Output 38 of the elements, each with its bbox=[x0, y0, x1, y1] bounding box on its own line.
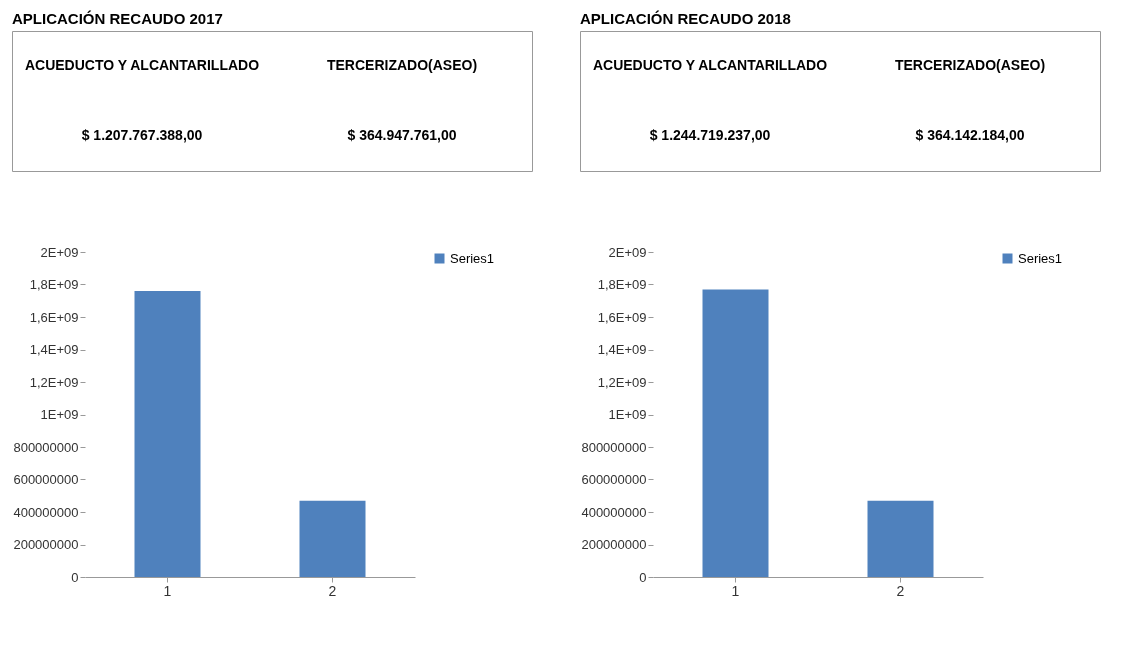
y-tick-label: 600000000 bbox=[581, 472, 647, 487]
y-tick-label: 800000000 bbox=[581, 439, 647, 455]
y-tick-label: 0 bbox=[639, 569, 647, 585]
text: $ 1.244.719.237,00 bbox=[649, 127, 771, 143]
y-tick-label: 400000000 bbox=[13, 504, 79, 520]
x-tick-label: 2 bbox=[328, 582, 337, 599]
x-tick-label: 2 bbox=[896, 582, 905, 599]
text: $ 364.142.184,00 bbox=[915, 127, 1025, 143]
text: TERCERIZADO(ASEO) bbox=[894, 57, 1046, 73]
text: ACUEDUCTO Y ALCANTARILLADO bbox=[592, 57, 828, 73]
y-tick-label: 800000000 bbox=[13, 439, 79, 455]
y-tick-label: 1E+09 bbox=[608, 407, 647, 422]
text: APLICACIÓN RECAUDO 2018 bbox=[580, 10, 791, 27]
y-tick-label: 2E+09 bbox=[40, 244, 79, 260]
text: $ 364.947.761,00 bbox=[347, 127, 457, 143]
y-tick-label: 200000000 bbox=[13, 537, 79, 552]
y-tick-label: 1,8E+09 bbox=[29, 277, 79, 292]
y-tick-label: 1,6E+09 bbox=[597, 309, 647, 325]
y-tick-label: 0 bbox=[71, 569, 79, 585]
y-tick-label: 1,6E+09 bbox=[29, 309, 79, 325]
y-tick-label: 400000000 bbox=[581, 504, 647, 520]
y-tick-label: 1,2E+09 bbox=[29, 374, 79, 390]
y-tick-label: 1,4E+09 bbox=[597, 342, 647, 357]
y-tick-label: 1,2E+09 bbox=[597, 374, 647, 390]
y-tick-label: 1E+09 bbox=[40, 407, 79, 422]
text: APLICACIÓN RECAUDO 2017 bbox=[12, 10, 223, 27]
legend-label: Series1 bbox=[1018, 250, 1063, 266]
legend-label: Series1 bbox=[450, 250, 495, 266]
text: ACUEDUCTO Y ALCANTARILLADO bbox=[24, 57, 260, 73]
text: TERCERIZADO(ASEO) bbox=[326, 57, 478, 73]
y-tick-label: 1,8E+09 bbox=[597, 277, 647, 292]
x-tick-label: 1 bbox=[731, 582, 740, 599]
y-tick-label: 200000000 bbox=[581, 537, 647, 552]
x-tick-label: 1 bbox=[163, 582, 172, 599]
text: $ 1.207.767.388,00 bbox=[81, 127, 203, 143]
y-tick-label: 600000000 bbox=[13, 472, 79, 487]
y-tick-label: 2E+09 bbox=[608, 244, 647, 260]
y-tick-label: 1,4E+09 bbox=[29, 342, 79, 357]
